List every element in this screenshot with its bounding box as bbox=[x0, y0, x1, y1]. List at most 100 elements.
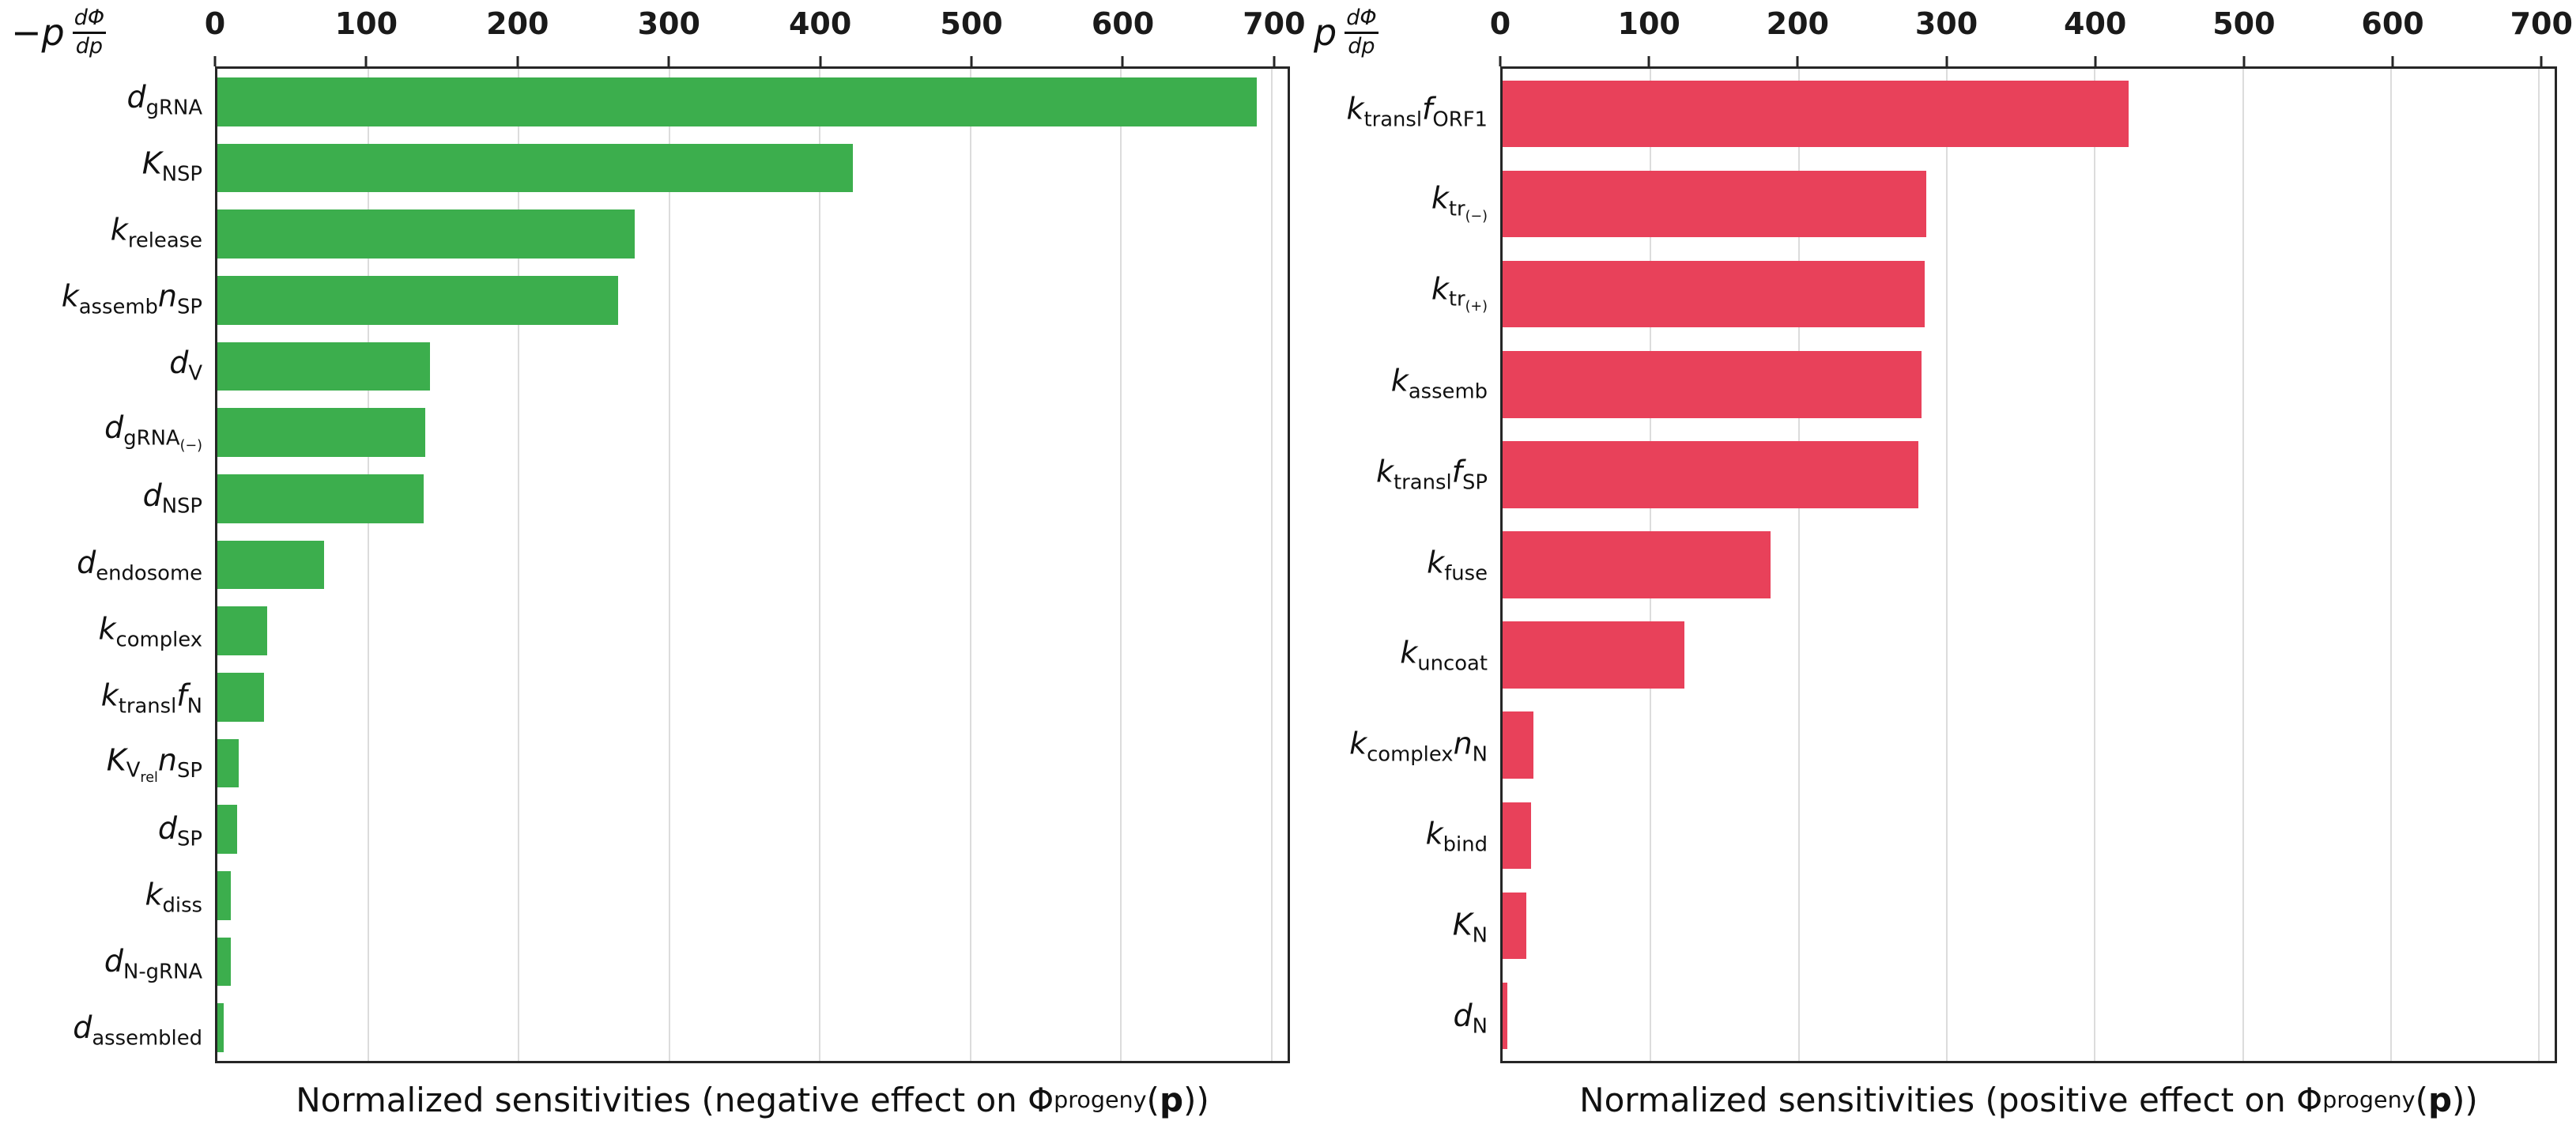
gridline bbox=[1270, 69, 1273, 1061]
x-tick-mark bbox=[2540, 56, 2543, 66]
sensitivity-bar bbox=[217, 805, 237, 855]
category-label: dendosome bbox=[77, 545, 202, 585]
x-tick-label: 600 bbox=[1091, 6, 1155, 41]
x-tick-label: 300 bbox=[637, 6, 700, 41]
sensitivity-bar bbox=[217, 540, 325, 590]
x-tick-mark bbox=[1945, 56, 1948, 66]
derivative-prefix: −p bbox=[11, 11, 65, 54]
x-tick-label: 0 bbox=[1489, 6, 1511, 41]
gridline bbox=[1120, 69, 1122, 1061]
x-tick-mark bbox=[1647, 56, 1650, 66]
x-tick-mark bbox=[2391, 56, 2394, 66]
chart-positive-sensitivities: p dΦ dp 0 100 200 300 400 500 600 700 ktranslfORF1 k… bbox=[1303, 0, 2576, 1136]
gridline bbox=[2389, 69, 2392, 1061]
x-tick-label: 700 bbox=[2510, 6, 2573, 41]
x-tick-label: 600 bbox=[2361, 6, 2424, 41]
x-axis-top: 0 100 200 300 400 500 600 700 bbox=[205, 0, 1306, 66]
x-tick-label: 0 bbox=[204, 6, 226, 41]
category-label: dN bbox=[1453, 998, 1488, 1038]
category-label: ktranslfSP bbox=[1376, 454, 1488, 495]
sensitivity-bar bbox=[1503, 711, 1534, 779]
x-axis-label: Normalized sensitivities (negative effec… bbox=[296, 1080, 1209, 1119]
x-tick-mark bbox=[2094, 56, 2097, 66]
x-tick-mark bbox=[667, 56, 670, 66]
sensitivity-bar bbox=[1503, 982, 1507, 1050]
sensitivity-bar bbox=[217, 209, 635, 259]
fraction-numerator: dΦ bbox=[1346, 6, 1377, 31]
x-tick-mark bbox=[1796, 56, 1799, 66]
sensitivity-bar bbox=[1503, 531, 1771, 598]
gridline bbox=[367, 69, 369, 1061]
sensitivity-bar bbox=[1503, 261, 1925, 328]
sensitivity-bar bbox=[217, 738, 239, 788]
x-tick-label: 400 bbox=[2064, 6, 2127, 41]
sensitivity-bar bbox=[217, 672, 265, 722]
derivative-fraction: dΦ dp bbox=[1343, 6, 1379, 58]
sensitivity-bar bbox=[1503, 351, 1922, 418]
category-label: dgRNA(−) bbox=[104, 409, 202, 454]
gridline bbox=[1945, 69, 1948, 1061]
gridline bbox=[2094, 69, 2096, 1061]
fraction-numerator: dΦ bbox=[74, 6, 105, 31]
category-label: kuncoat bbox=[1400, 635, 1488, 676]
category-label: ktr(−) bbox=[1431, 180, 1488, 225]
category-label: ktranslfN bbox=[100, 677, 202, 718]
x-tick-mark bbox=[364, 56, 368, 66]
x-tick-mark bbox=[213, 56, 217, 66]
x-tick-mark bbox=[516, 56, 519, 66]
gridline bbox=[668, 69, 670, 1061]
sensitivity-bar bbox=[1503, 892, 1526, 960]
x-axis-label: Normalized sensitivities (positive effec… bbox=[1579, 1080, 2478, 1119]
x-tick-mark bbox=[1499, 56, 1502, 66]
category-label: dSP bbox=[157, 810, 202, 851]
sensitivity-bar bbox=[1503, 170, 1926, 238]
sensitivity-bar bbox=[217, 77, 1257, 126]
x-tick-mark bbox=[819, 56, 822, 66]
x-tick-label: 100 bbox=[334, 6, 398, 41]
category-label: kassembnSP bbox=[61, 278, 202, 319]
category-labels: dgRNA KNSP krelease kassembnSP dV dgRNA(−) dNS… bbox=[0, 66, 215, 1063]
sensitivity-bar bbox=[1503, 80, 2129, 148]
x-tick-label: 200 bbox=[1766, 6, 1830, 41]
x-tick-mark bbox=[2242, 56, 2246, 66]
gridline bbox=[819, 69, 821, 1061]
sensitivity-bar bbox=[217, 1003, 224, 1053]
derivative-prefix: p bbox=[1314, 11, 1337, 54]
category-label: KNSP bbox=[141, 145, 202, 187]
x-tick-label: 100 bbox=[1617, 6, 1680, 41]
sensitivity-bar bbox=[217, 606, 267, 656]
sensitivity-bar bbox=[217, 474, 424, 523]
sensitivity-bar bbox=[217, 143, 854, 193]
x-tick-mark bbox=[1121, 56, 1124, 66]
axis-derivative-label: −p dΦ dp bbox=[11, 2, 107, 63]
category-label: ktr(+) bbox=[1431, 271, 1488, 315]
sensitivity-bar bbox=[217, 342, 430, 391]
x-tick-label: 200 bbox=[486, 6, 549, 41]
category-label: dN-gRNA bbox=[104, 943, 202, 984]
category-label: kassemb bbox=[1390, 363, 1488, 404]
x-tick-mark bbox=[1273, 56, 1276, 66]
category-label: kfuse bbox=[1427, 545, 1488, 585]
chart-negative-sensitivities: −p dΦ dp 0 100 200 300 400 500 600 700 dgRNA KNSP kre… bbox=[0, 0, 1306, 1119]
category-label: dV bbox=[169, 345, 202, 386]
fraction-denominator: dp bbox=[72, 31, 107, 58]
category-label: KN bbox=[1452, 907, 1488, 948]
sensitivity-bar bbox=[217, 870, 232, 920]
category-label: ktranslfORF1 bbox=[1346, 92, 1488, 132]
fraction-denominator: dp bbox=[1345, 31, 1379, 58]
gridline bbox=[1797, 69, 1800, 1061]
sensitivity-bar bbox=[217, 275, 618, 325]
sensitivity-bar bbox=[1503, 621, 1685, 689]
plot-area bbox=[215, 66, 1290, 1063]
x-tick-label: 700 bbox=[1243, 6, 1306, 41]
sensitivity-bar bbox=[1503, 441, 1919, 508]
category-labels: ktranslfORF1 ktr(−) ktr(+) kassemb ktranslfS… bbox=[1303, 66, 1500, 1063]
category-label: dassembled bbox=[73, 1010, 202, 1051]
axis-derivative-label: p dΦ dp bbox=[1314, 2, 1380, 63]
category-label: KVrelnSP bbox=[106, 742, 202, 787]
category-label: kcomplexnN bbox=[1349, 726, 1488, 767]
x-tick-label: 500 bbox=[2212, 6, 2276, 41]
gridline bbox=[2242, 69, 2244, 1061]
category-label: dNSP bbox=[142, 478, 202, 519]
